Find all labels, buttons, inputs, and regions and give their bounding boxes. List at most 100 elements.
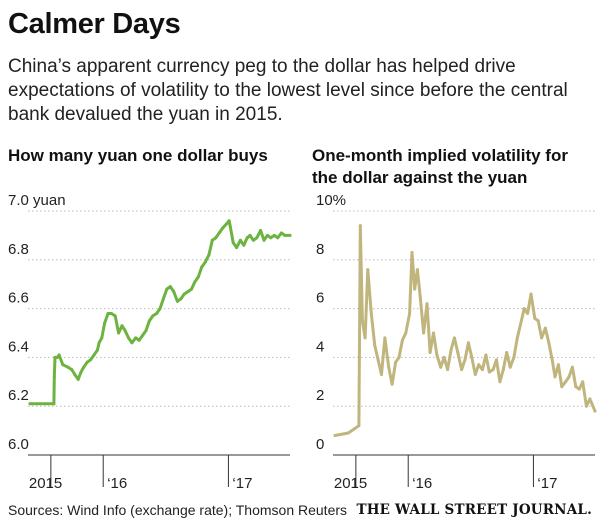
right-data-point: [533, 316, 537, 320]
left-data-point: [161, 297, 165, 301]
right-data-point: [484, 353, 488, 357]
left-data-point: [117, 331, 121, 335]
right-data-point: [593, 409, 597, 413]
right-data-point: [491, 368, 495, 372]
right-data-point: [570, 365, 574, 369]
right-data-point: [574, 385, 578, 389]
left-data-point: [28, 402, 32, 406]
left-data-point: [251, 238, 255, 242]
right-xtick-label: ‘17: [537, 475, 557, 492]
right-data-point: [390, 382, 394, 386]
left-data-point: [137, 338, 141, 342]
right-data-point: [397, 355, 401, 359]
left-data-point: [92, 353, 96, 357]
right-ytick-label: 4: [316, 338, 324, 355]
left-data-point: [158, 307, 162, 311]
left-data-point: [242, 243, 246, 247]
left-data-point: [120, 324, 124, 328]
left-data-point: [203, 260, 207, 264]
right-data-point: [536, 319, 540, 323]
left-data-point: [73, 373, 77, 376]
source-note: Sources: Wind Info (exchange rate); Thom…: [8, 502, 348, 518]
right-data-point: [425, 302, 429, 306]
right-data-point: [418, 294, 422, 298]
left-data-point: [207, 253, 211, 257]
left-data-point: [225, 221, 229, 225]
right-data-point: [495, 358, 498, 362]
left-data-point: [276, 236, 280, 240]
left-data-point: [70, 368, 74, 372]
left-data-point: [61, 363, 65, 367]
left-data-point: [175, 299, 179, 303]
right-data-point: [560, 385, 564, 389]
right-data-point: [439, 365, 443, 369]
left-data-point: [272, 233, 276, 237]
left-data-point: [227, 219, 231, 223]
left-data-point: [144, 329, 148, 333]
right-xtick-label: ‘16: [412, 475, 432, 492]
left-data-point: [123, 329, 127, 333]
left-chart-title: How many yuan one dollar buys: [8, 146, 268, 165]
right-data-point: [446, 368, 450, 372]
right-data-point: [387, 365, 391, 369]
right-data-point: [567, 375, 571, 379]
right-data-point: [547, 341, 551, 345]
left-data-point: [238, 238, 242, 242]
right-data-point: [404, 331, 408, 335]
left-data-point: [279, 231, 283, 235]
right-data-point: [473, 373, 477, 376]
left-data-point: [288, 233, 292, 237]
right-data-point: [480, 368, 484, 372]
right-data-point: [452, 336, 456, 340]
left-data-point: [57, 353, 61, 357]
left-data-point: [141, 333, 145, 337]
right-ytick-label: 0: [316, 436, 324, 453]
left-data-point: [79, 370, 83, 374]
right-data-point: [400, 338, 404, 342]
right-data-point: [505, 351, 509, 354]
left-ytick-label: 6.0: [8, 436, 29, 453]
right-data-point: [383, 336, 387, 340]
right-series-line: [333, 224, 597, 437]
right-data-point: [526, 312, 530, 315]
right-data-point: [460, 368, 464, 372]
right-data-point: [477, 363, 481, 367]
right-data-point: [422, 331, 426, 335]
left-data-point: [217, 231, 221, 235]
left-data-point: [127, 336, 130, 340]
left-data-point: [100, 336, 104, 340]
right-data-point: [466, 341, 470, 345]
left-data-point: [95, 348, 99, 352]
right-data-point: [360, 319, 364, 323]
right-data-point: [498, 380, 502, 384]
right-data-point: [373, 343, 377, 347]
left-ytick-label: 6.8: [8, 241, 29, 258]
right-chart-title: One-month implied volatility for the dol…: [312, 146, 568, 187]
right-data-point: [512, 355, 516, 359]
left-data-point: [231, 241, 235, 245]
left-data-point: [85, 360, 89, 364]
left-data-point: [82, 365, 86, 369]
right-data-point: [369, 312, 373, 315]
left-data-point: [147, 319, 151, 323]
wsj-logo: THE WALL STREET JOURNAL.: [356, 502, 592, 518]
right-data-point: [463, 358, 467, 362]
right-data-point: [333, 434, 337, 437]
left-data-point: [262, 238, 266, 242]
left-data-point: [221, 226, 225, 230]
left-xtick-label: ‘16: [107, 475, 127, 492]
left-ytick-label: 6.2: [8, 387, 29, 404]
right-data-point: [522, 307, 526, 311]
left-data-point: [186, 290, 190, 293]
right-data-point: [358, 224, 362, 228]
left-data-point: [214, 236, 218, 240]
right-xtick-label: 2015: [334, 475, 367, 492]
right-data-point: [432, 331, 435, 335]
right-ytick-label: 8: [316, 241, 324, 258]
page-title: Calmer Days: [8, 8, 181, 40]
right-data-point: [470, 355, 474, 359]
right-data-point: [456, 351, 460, 354]
left-data-point: [193, 280, 197, 284]
right-data-point: [415, 268, 419, 272]
